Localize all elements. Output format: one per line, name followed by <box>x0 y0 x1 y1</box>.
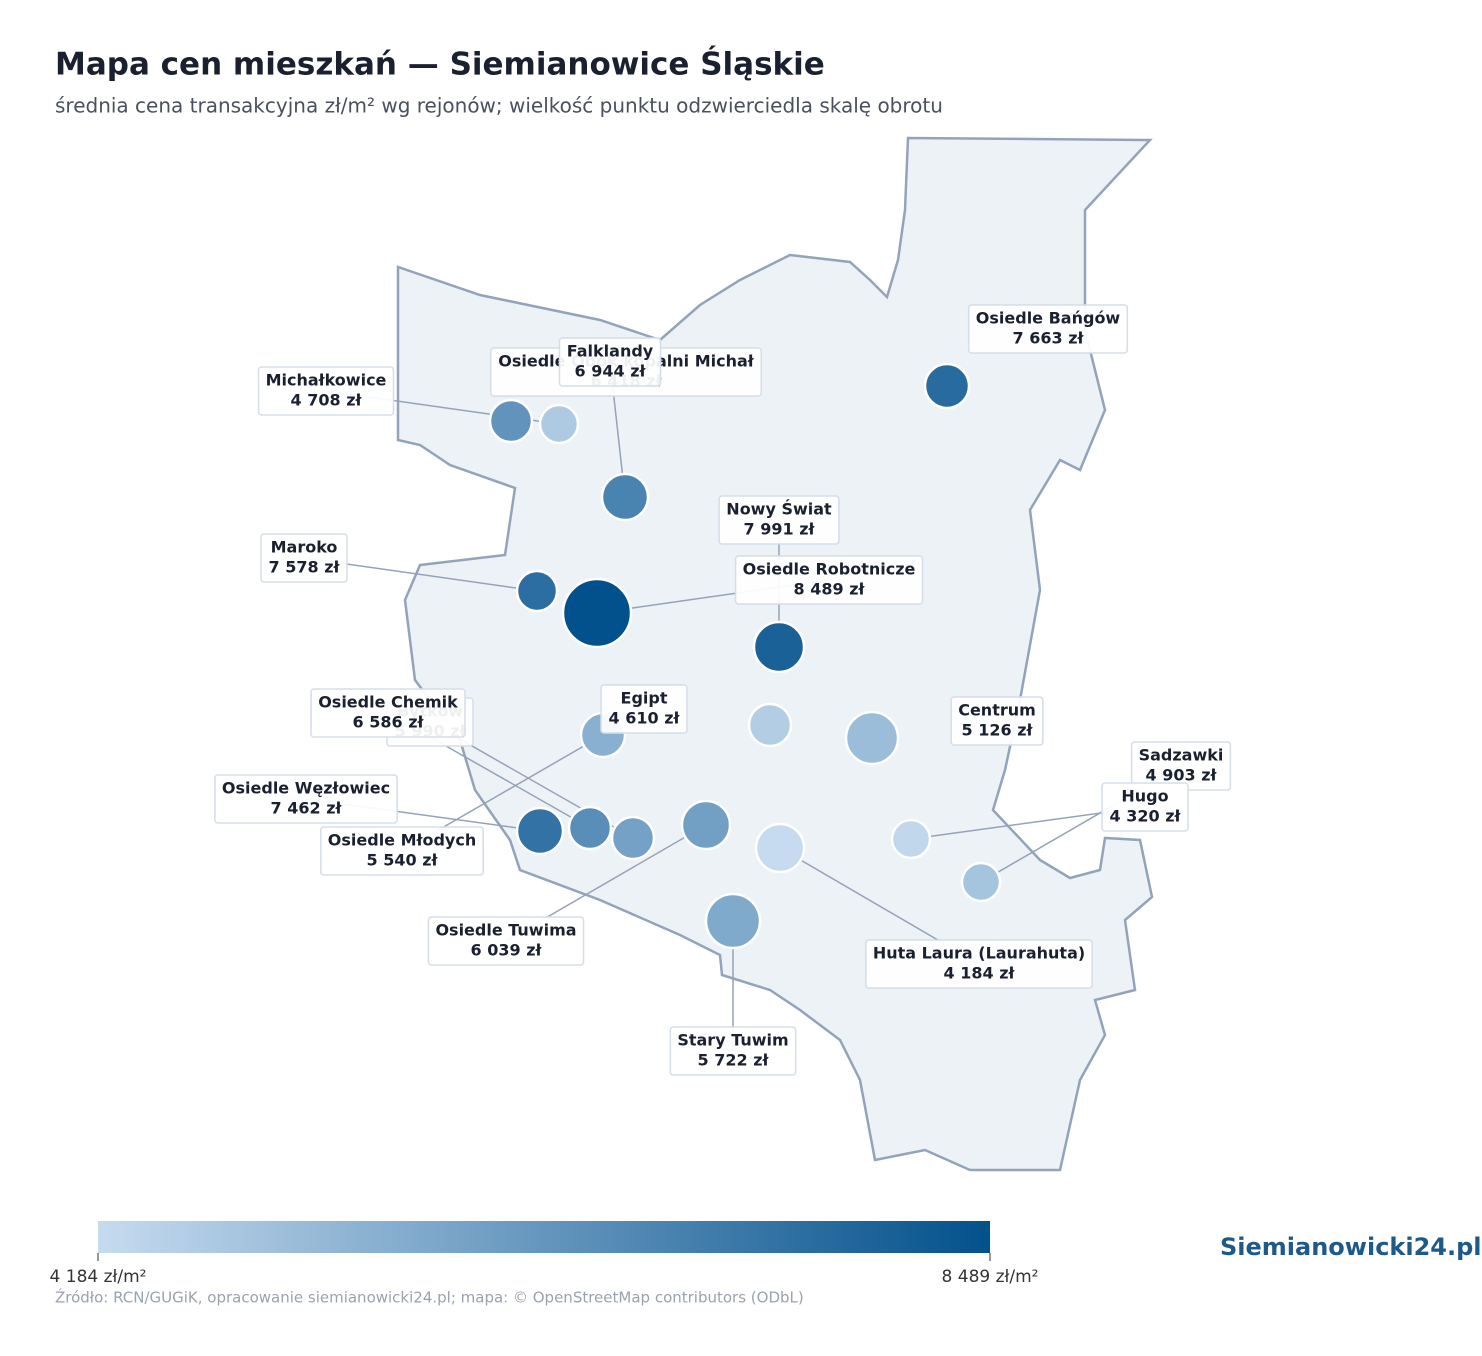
district-name: Hugo <box>1121 787 1168 806</box>
district-price: 4 708 zł <box>291 391 363 410</box>
district-name: Osiedle Bańgów <box>976 309 1121 328</box>
label-box <box>734 555 924 605</box>
district-point <box>754 822 806 874</box>
district-label: Huta Laura (Laurahuta)4 184 zł <box>865 939 1093 989</box>
label-box <box>1101 782 1189 832</box>
district-point <box>680 799 732 851</box>
label-box <box>257 366 395 416</box>
label-box <box>310 688 466 738</box>
logo: Siemianowicki24.pl <box>1220 1233 1482 1261</box>
district-price: 4 184 zł <box>944 964 1016 983</box>
district-point <box>844 710 900 766</box>
district-point <box>561 577 633 649</box>
label-box <box>427 916 585 966</box>
label-box <box>718 495 840 545</box>
district-name: Centrum <box>958 701 1036 720</box>
district-name: Stary Tuwim <box>677 1031 788 1050</box>
district-point <box>704 892 762 950</box>
district-name: Sadzawki <box>1139 746 1224 765</box>
district-name: Osiedle Chemik <box>318 693 458 712</box>
district-price: 7 991 zł <box>744 520 816 539</box>
district-name: Falklandy <box>567 342 654 361</box>
district-name: Nowy Świat <box>726 500 832 519</box>
district-price: 4 610 zł <box>609 709 681 728</box>
district-name: Osiedle Młodych <box>328 831 476 850</box>
district-price: 6 586 zł <box>353 713 425 732</box>
label-box <box>214 774 398 824</box>
label-box <box>967 304 1129 354</box>
district-point <box>600 472 650 522</box>
district-price: 6 944 zł <box>575 362 647 381</box>
district-point <box>610 815 656 861</box>
colorbar-tick-label: 4 184 zł/m² <box>50 1267 147 1287</box>
district-price: 5 722 zł <box>698 1051 770 1070</box>
label-box <box>320 826 484 876</box>
district-price: 5 126 zł <box>962 721 1034 740</box>
title: Mapa cen mieszkań — Siemianowice Śląskie <box>55 46 825 83</box>
source: Źródło: RCN/GUGiK, opracowanie siemianow… <box>55 1288 804 1307</box>
colorbar <box>98 1221 990 1253</box>
district-price: 7 578 zł <box>269 558 341 577</box>
district-point <box>515 569 559 613</box>
label-box <box>558 337 662 387</box>
district-point <box>488 398 534 444</box>
district-price: 6 039 zł <box>471 941 543 960</box>
subtitle: średnia cena transakcyjna zł/m² wg rejon… <box>55 94 943 118</box>
district-name: Maroko <box>271 538 338 557</box>
district-name: Huta Laura (Laurahuta) <box>873 944 1085 963</box>
district-price: 4 903 zł <box>1146 766 1218 785</box>
district-point <box>567 805 613 851</box>
district-name: Egipt <box>621 689 668 708</box>
district-point <box>538 403 580 445</box>
district-price: 5 540 zł <box>367 851 439 870</box>
district-name: Osiedle Robotnicze <box>743 560 916 579</box>
label-box <box>600 684 688 734</box>
district-point <box>752 620 806 674</box>
district-point <box>923 362 971 410</box>
label-box <box>865 939 1093 989</box>
colorbar-tick-label: 8 489 zł/m² <box>942 1267 1039 1287</box>
label-box <box>260 533 348 583</box>
district-point <box>960 861 1002 903</box>
district-price: 4 320 zł <box>1110 807 1182 826</box>
district-point <box>747 702 793 748</box>
district-point <box>890 818 932 860</box>
district-name: Michałkowice <box>266 371 387 390</box>
district-name: Osiedle Tuwima <box>435 921 576 940</box>
district-point <box>515 806 565 856</box>
district-price: 8 489 zł <box>794 580 866 599</box>
district-price: 7 462 zł <box>271 799 343 818</box>
district-name: Osiedle Węzłowiec <box>222 779 390 798</box>
district-price: 7 663 zł <box>1013 329 1085 348</box>
label-box <box>950 696 1044 746</box>
label-box <box>669 1026 797 1076</box>
